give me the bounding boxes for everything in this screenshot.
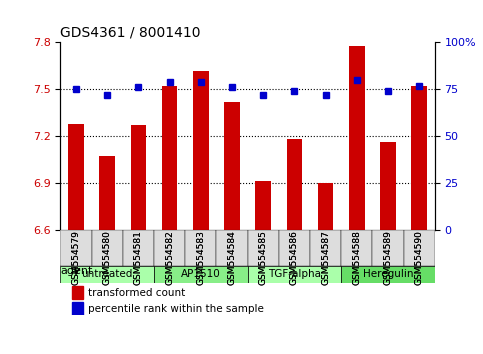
Text: GSM554586: GSM554586 — [290, 230, 299, 285]
Text: GSM554580: GSM554580 — [103, 230, 112, 285]
Bar — [193, 70, 209, 229]
Text: GSM554583: GSM554583 — [196, 230, 205, 285]
Bar — [162, 86, 177, 229]
Bar — [349, 46, 365, 229]
Text: untreated: untreated — [82, 269, 133, 279]
Text: GSM554589: GSM554589 — [384, 230, 392, 285]
FancyBboxPatch shape — [247, 229, 279, 266]
FancyBboxPatch shape — [279, 229, 310, 266]
FancyBboxPatch shape — [341, 266, 435, 283]
FancyBboxPatch shape — [403, 229, 435, 266]
Text: GSM554590: GSM554590 — [414, 230, 424, 285]
Bar — [318, 183, 333, 229]
FancyBboxPatch shape — [92, 229, 123, 266]
Text: GSM554580: GSM554580 — [103, 230, 112, 285]
Bar — [71, 302, 83, 315]
Text: GSM554584: GSM554584 — [227, 230, 237, 285]
Text: GSM554584: GSM554584 — [227, 230, 237, 285]
Text: GSM554581: GSM554581 — [134, 230, 143, 285]
FancyBboxPatch shape — [372, 229, 403, 266]
Bar — [99, 156, 115, 229]
Bar — [71, 286, 83, 299]
FancyBboxPatch shape — [60, 266, 154, 283]
Text: TGF-alpha: TGF-alpha — [268, 269, 321, 279]
Text: GDS4361 / 8001410: GDS4361 / 8001410 — [60, 26, 201, 40]
Text: GSM554579: GSM554579 — [71, 230, 81, 285]
Text: GSM554579: GSM554579 — [71, 230, 81, 285]
Bar — [224, 102, 240, 229]
Text: GSM554581: GSM554581 — [134, 230, 143, 285]
Text: GSM554582: GSM554582 — [165, 230, 174, 285]
FancyBboxPatch shape — [154, 266, 247, 283]
Text: GSM554588: GSM554588 — [352, 230, 361, 285]
Text: Heregulin: Heregulin — [363, 269, 413, 279]
Text: GSM554590: GSM554590 — [414, 230, 424, 285]
Text: GSM554587: GSM554587 — [321, 230, 330, 285]
FancyBboxPatch shape — [216, 229, 247, 266]
Bar — [256, 181, 271, 229]
Text: GSM554583: GSM554583 — [196, 230, 205, 285]
FancyBboxPatch shape — [123, 229, 154, 266]
Text: GSM554587: GSM554587 — [321, 230, 330, 285]
Text: GSM554585: GSM554585 — [258, 230, 268, 285]
FancyBboxPatch shape — [247, 266, 341, 283]
Text: transformed count: transformed count — [88, 287, 185, 298]
FancyBboxPatch shape — [310, 229, 341, 266]
FancyBboxPatch shape — [60, 229, 92, 266]
Text: GSM554582: GSM554582 — [165, 230, 174, 285]
Text: agent: agent — [60, 267, 93, 276]
Bar — [412, 86, 427, 229]
Text: GSM554589: GSM554589 — [384, 230, 392, 285]
Bar — [68, 124, 84, 229]
Bar — [286, 139, 302, 229]
Text: GSM554585: GSM554585 — [258, 230, 268, 285]
FancyBboxPatch shape — [154, 229, 185, 266]
FancyBboxPatch shape — [185, 229, 216, 266]
Bar — [130, 125, 146, 229]
Text: AP1510: AP1510 — [181, 269, 221, 279]
Text: GSM554586: GSM554586 — [290, 230, 299, 285]
Text: GSM554588: GSM554588 — [352, 230, 361, 285]
Bar — [380, 142, 396, 229]
FancyBboxPatch shape — [341, 229, 372, 266]
Text: percentile rank within the sample: percentile rank within the sample — [88, 304, 264, 314]
